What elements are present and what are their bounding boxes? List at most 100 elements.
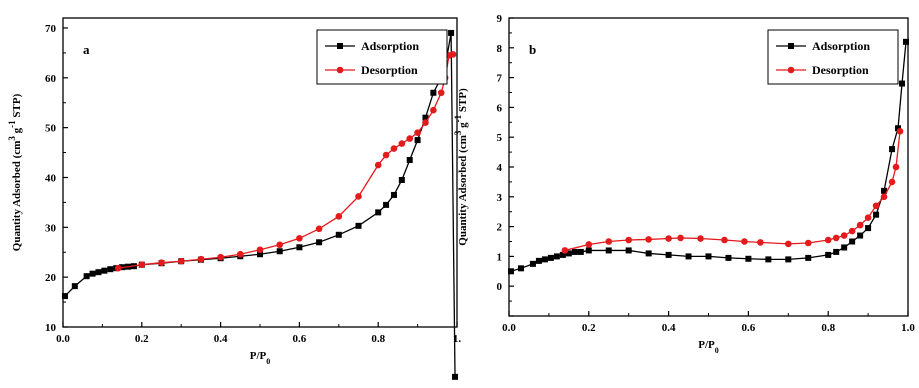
data-point: [541, 256, 548, 263]
data-point: [881, 187, 888, 194]
legend-swatch-marker: [336, 66, 344, 74]
data-point: [745, 255, 752, 262]
y-tick-label: 50: [45, 123, 57, 135]
data-point: [605, 238, 613, 245]
y-tick-label: 2: [497, 222, 503, 234]
data-point: [856, 221, 864, 229]
data-point: [625, 247, 632, 254]
data-point: [375, 209, 382, 216]
data-point: [665, 251, 672, 258]
data-point: [390, 191, 397, 198]
data-point: [382, 151, 390, 159]
series-adsorption: [507, 38, 910, 275]
legend-swatch-marker: [788, 43, 794, 49]
data-point: [398, 176, 405, 183]
y-tick-label: 3: [497, 192, 503, 204]
y-tick-label: 20: [45, 272, 57, 284]
legend-swatch-marker: [787, 66, 795, 74]
data-point: [840, 232, 848, 239]
series-desorption: [561, 127, 904, 254]
data-point: [217, 253, 224, 261]
legend-label: Adsorption: [361, 39, 419, 53]
data-point: [398, 140, 406, 147]
legend-box: [316, 29, 448, 85]
x-tick-label: 0.8: [821, 322, 835, 334]
data-point: [316, 239, 323, 246]
data-point: [561, 247, 569, 254]
data-point: [237, 250, 244, 258]
data-point: [645, 250, 652, 257]
data-point: [507, 268, 514, 275]
data-point: [824, 236, 832, 244]
data-point: [785, 240, 792, 248]
y-tick-label: 0: [497, 281, 503, 293]
data-point: [565, 250, 572, 257]
data-point: [414, 137, 421, 144]
data-point: [553, 253, 560, 260]
x-axis-label: P/P0: [698, 339, 719, 355]
y-tick-label: 5: [497, 132, 503, 144]
series-desorption: [114, 51, 457, 272]
y-tick-label: 7: [497, 73, 503, 85]
data-point: [895, 125, 902, 132]
data-point: [725, 254, 732, 261]
data-point: [896, 127, 904, 135]
data-point: [296, 244, 303, 251]
data-point: [335, 213, 343, 220]
x-tick-label: 0.8: [371, 333, 385, 345]
chart-panel-b: 0.0 0.2 0.4 0.6 0.8 1.0 0 1 2 3 4 5 6 7 8 9 P/P0 Quantity…: [453, 13, 915, 355]
data-point: [888, 178, 896, 186]
data-point: [430, 89, 437, 96]
data-point: [577, 248, 584, 255]
data-point: [864, 214, 872, 221]
y-tick-label: 60: [45, 73, 57, 85]
data-point: [114, 264, 122, 272]
data-point: [437, 89, 445, 97]
y-tick-label: 30: [45, 222, 57, 234]
data-point: [383, 201, 390, 208]
y-tick-label: 9: [497, 13, 503, 25]
data-point: [665, 235, 672, 242]
data-point: [71, 283, 78, 290]
data-point: [677, 234, 684, 242]
data-point: [757, 239, 764, 246]
data-point: [296, 234, 303, 242]
data-point: [889, 146, 896, 153]
data-point: [276, 241, 284, 249]
data-point: [355, 222, 362, 229]
data-point: [315, 225, 323, 233]
data-point: [197, 255, 205, 263]
data-point: [529, 260, 536, 267]
data-point: [535, 257, 542, 264]
x-tick-label: 0.2: [582, 322, 596, 334]
data-point: [697, 235, 704, 242]
data-point: [741, 238, 748, 245]
data-point: [849, 238, 856, 245]
data-point: [449, 51, 457, 58]
legend-label: Desorption: [361, 63, 418, 77]
data-point: [177, 257, 185, 265]
data-point: [721, 236, 728, 244]
data-point: [899, 80, 906, 87]
data-point: [785, 256, 792, 263]
data-point: [406, 135, 414, 142]
data-point: [559, 251, 566, 258]
data-point: [645, 236, 652, 243]
data-point: [95, 269, 102, 276]
legend: Adsorption Desorption: [767, 29, 899, 85]
data-point: [101, 267, 108, 274]
x-tick-label: 0.4: [214, 333, 228, 345]
legend-swatch-marker: [337, 43, 343, 49]
data-point: [571, 248, 578, 255]
x-tick-label: 0.6: [742, 322, 756, 334]
data-point: [257, 251, 263, 258]
y-tick-label: 70: [45, 23, 57, 35]
y-tick-label: 6: [497, 102, 503, 114]
x-tick-label: 0.6: [293, 333, 307, 345]
data-point: [89, 270, 96, 277]
data-point: [517, 265, 524, 272]
data-point: [406, 157, 413, 164]
data-point: [605, 247, 612, 254]
data-point: [452, 373, 459, 380]
data-point: [903, 38, 910, 45]
